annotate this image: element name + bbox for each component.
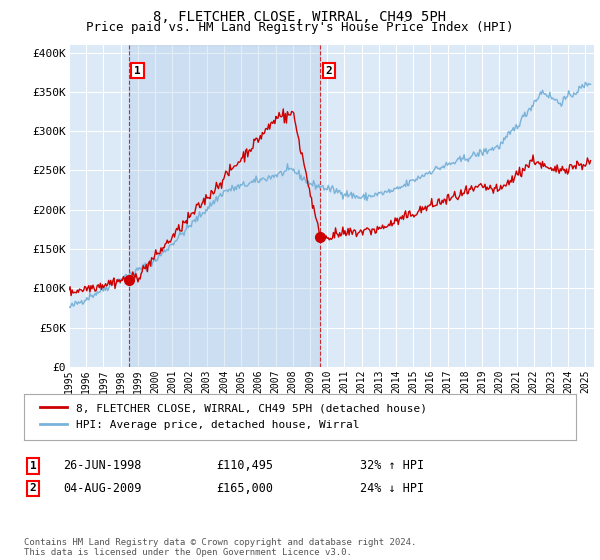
Text: 2: 2 [325, 66, 332, 76]
Text: £165,000: £165,000 [216, 482, 273, 495]
Text: 04-AUG-2009: 04-AUG-2009 [63, 482, 142, 495]
Text: 1: 1 [134, 66, 141, 76]
Legend: 8, FLETCHER CLOSE, WIRRAL, CH49 5PH (detached house), HPI: Average price, detach: 8, FLETCHER CLOSE, WIRRAL, CH49 5PH (det… [35, 399, 431, 435]
Text: 8, FLETCHER CLOSE, WIRRAL, CH49 5PH: 8, FLETCHER CLOSE, WIRRAL, CH49 5PH [154, 10, 446, 24]
Bar [129, 45, 320, 367]
Text: 2: 2 [29, 483, 37, 493]
Text: Price paid vs. HM Land Registry's House Price Index (HPI): Price paid vs. HM Land Registry's House … [86, 21, 514, 34]
Text: 24% ↓ HPI: 24% ↓ HPI [360, 482, 424, 495]
Text: 26-JUN-1998: 26-JUN-1998 [63, 459, 142, 473]
Text: 32% ↑ HPI: 32% ↑ HPI [360, 459, 424, 473]
Text: £110,495: £110,495 [216, 459, 273, 473]
Text: Contains HM Land Registry data © Crown copyright and database right 2024.
This d: Contains HM Land Registry data © Crown c… [24, 538, 416, 557]
Text: 1: 1 [29, 461, 37, 471]
